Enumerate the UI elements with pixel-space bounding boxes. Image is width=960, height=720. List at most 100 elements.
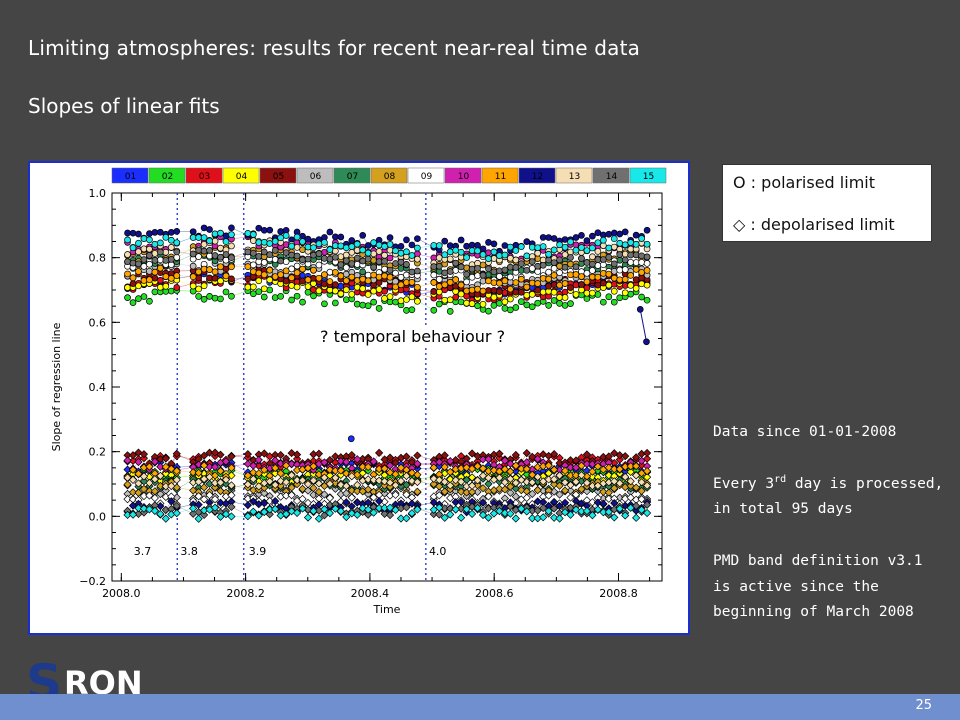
data-point-polarised <box>332 268 339 276</box>
data-point-polarised <box>512 288 520 296</box>
data-point-depolarised <box>243 501 252 510</box>
data-point-polarised <box>446 308 454 315</box>
data-point-polarised <box>561 302 569 309</box>
data-point-polarised <box>501 251 509 259</box>
data-point-polarised <box>348 237 356 244</box>
data-point-depolarised <box>402 514 411 523</box>
data-point-depolarised <box>271 463 280 473</box>
data-point-polarised <box>616 276 624 284</box>
data-point-depolarised <box>271 496 280 506</box>
data-point-depolarised <box>544 491 553 500</box>
data-point-depolarised <box>123 480 132 489</box>
data-point-polarised <box>392 247 399 255</box>
data-point-polarised <box>490 240 498 248</box>
data-point-polarised <box>490 302 498 309</box>
data-point-polarised <box>222 256 230 264</box>
legend-label-14: 14 <box>606 172 618 182</box>
data-point-depolarised <box>637 461 646 470</box>
data-point-polarised <box>567 254 574 261</box>
data-point-depolarised <box>254 511 263 520</box>
data-point-polarised <box>408 278 416 286</box>
data-point-polarised <box>578 255 585 262</box>
data-point-polarised <box>397 258 405 266</box>
data-point-depolarised <box>123 495 132 504</box>
data-point-polarised <box>457 298 465 306</box>
data-point-depolarised <box>582 450 592 459</box>
data-point-depolarised <box>577 485 586 494</box>
data-point-depolarised <box>402 503 411 512</box>
data-point-depolarised <box>457 487 466 496</box>
data-point-polarised <box>605 244 613 252</box>
legend-swatch-06 <box>296 167 334 184</box>
data-point-depolarised <box>298 504 307 513</box>
data-point-polarised <box>282 241 290 248</box>
chart-svg: 01 02 03 04 05 06 07 08 09 10 11 12 13 14 15 −0.2 0.0 0.2… <box>50 167 667 616</box>
data-point-polarised <box>479 271 487 279</box>
data-point-polarised <box>386 273 394 281</box>
data-point-polarised <box>162 257 170 264</box>
data-point-polarised <box>441 281 449 289</box>
data-point-polarised <box>550 271 558 279</box>
data-point-depolarised <box>533 497 542 506</box>
data-point-polarised <box>392 298 399 306</box>
data-point-depolarised <box>227 502 236 512</box>
data-point-polarised <box>578 273 585 280</box>
data-point-polarised <box>157 248 164 256</box>
data-point-depolarised <box>265 477 274 486</box>
data-point-polarised <box>195 268 202 276</box>
data-point-polarised <box>523 252 531 260</box>
data-point-polarised <box>370 271 377 279</box>
data-point-polarised <box>332 233 339 241</box>
data-point-polarised <box>364 302 372 310</box>
data-point-depolarised <box>484 492 493 501</box>
data-point-polarised <box>534 299 542 307</box>
data-point-depolarised <box>385 453 395 462</box>
data-point-depolarised <box>145 505 154 514</box>
data-point-polarised <box>474 265 481 272</box>
data-point-polarised <box>359 246 367 254</box>
data-point-polarised <box>206 252 213 260</box>
data-point-polarised <box>632 231 640 239</box>
data-point-depolarised <box>172 449 181 458</box>
data-point-depolarised <box>260 449 269 458</box>
legend-depolarised: ◇ : depolarised limit <box>733 215 895 234</box>
data-point-polarised <box>386 254 394 262</box>
data-point-depolarised <box>402 471 411 481</box>
data-point-polarised <box>556 300 563 307</box>
data-point-polarised <box>496 273 503 280</box>
data-point-depolarised <box>621 511 630 520</box>
data-point-depolarised <box>123 456 132 465</box>
data-point-depolarised <box>413 487 422 496</box>
data-point-polarised <box>534 286 542 294</box>
data-point-depolarised <box>161 462 170 471</box>
data-point-depolarised <box>172 475 181 484</box>
data-point-depolarised <box>500 508 509 518</box>
data-point-polarised <box>146 267 153 275</box>
data-point-polarised <box>550 246 558 254</box>
data-point-depolarised <box>320 473 329 482</box>
data-point-depolarised <box>539 503 548 513</box>
marker-legend-box: O : polarised limit ◇ : depolarised limi… <box>722 164 932 242</box>
data-point-polarised <box>485 239 492 246</box>
data-point-polarised <box>304 243 312 251</box>
data-point-depolarised <box>314 514 324 523</box>
legend-label-10: 10 <box>458 172 470 182</box>
data-point-polarised <box>474 285 481 293</box>
data-point-polarised <box>397 265 405 272</box>
data-point-depolarised <box>571 477 581 486</box>
data-point-depolarised <box>200 461 209 470</box>
data-point-depolarised <box>440 462 449 472</box>
data-point-polarised <box>282 258 290 266</box>
data-point-polarised <box>151 256 159 264</box>
data-point-depolarised <box>194 492 203 501</box>
data-point-polarised <box>271 247 279 254</box>
data-point-depolarised <box>194 468 203 477</box>
data-point-depolarised <box>271 469 280 478</box>
data-point-polarised <box>249 237 257 244</box>
info-line-4: PMD band definition v3.1 <box>713 553 923 569</box>
data-point-polarised <box>632 276 640 283</box>
y-tick-label: 0.6 <box>89 316 107 329</box>
data-point-polarised <box>463 299 470 307</box>
data-point-polarised <box>397 249 405 257</box>
data-point-depolarised <box>642 508 652 518</box>
